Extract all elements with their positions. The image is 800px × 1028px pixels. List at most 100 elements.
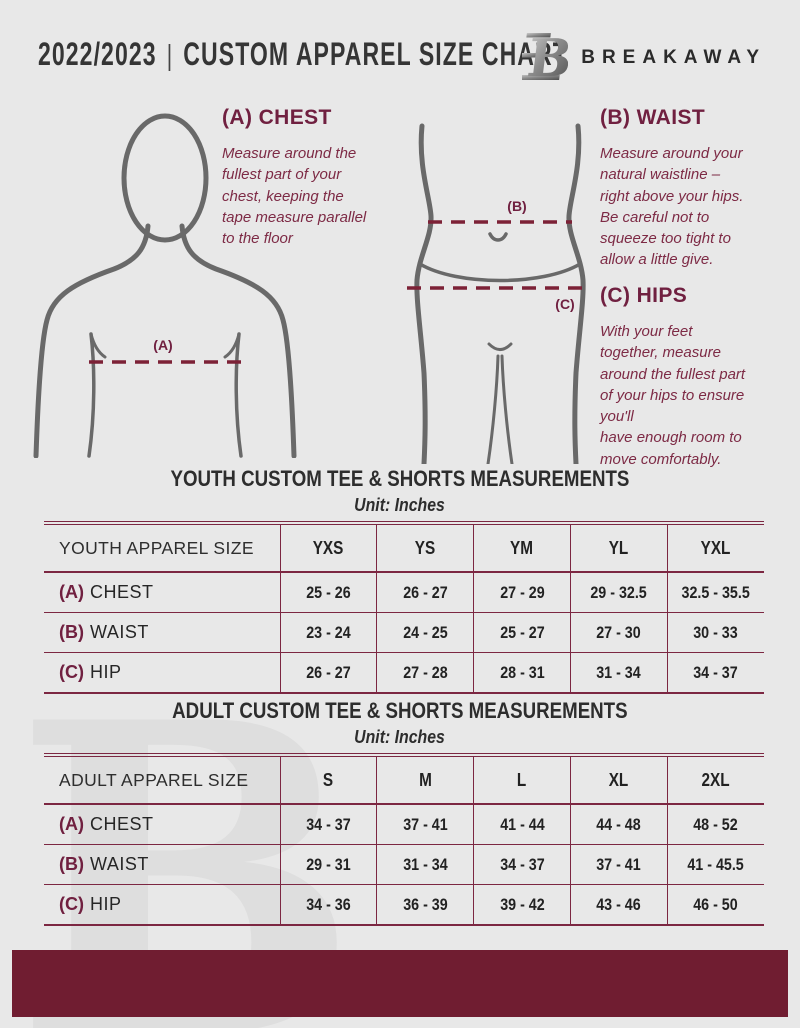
left-inner-arm-line bbox=[87, 332, 96, 458]
measurement-cell: 41 - 44 bbox=[473, 804, 571, 845]
measurement-cell: 32.5 - 35.5 bbox=[666, 572, 764, 613]
measurement-cell: 31 - 34 bbox=[569, 652, 668, 693]
row-label: (A) CHEST bbox=[44, 804, 280, 845]
measurement-cell: 27 - 28 bbox=[376, 652, 474, 693]
measurement-cell: 25 - 26 bbox=[279, 572, 377, 613]
youth-header-row: YOUTH APPAREL SIZE YXS YS YM YL YXL bbox=[44, 523, 764, 573]
youth-size-yxl: YXL bbox=[666, 523, 764, 573]
hips-instruction-heading: (C) HIPS bbox=[600, 284, 688, 307]
right-shoulder-arm-outline bbox=[179, 223, 297, 458]
left-shoulder-arm-outline bbox=[33, 223, 151, 458]
measurement-cell: 23 - 24 bbox=[279, 612, 377, 653]
measurement-cell: 34 - 36 bbox=[279, 884, 377, 925]
measurement-cell: 26 - 27 bbox=[279, 652, 377, 693]
measurement-cell: 37 - 41 bbox=[376, 804, 474, 845]
measurement-cell: 41 - 45.5 bbox=[666, 844, 764, 885]
chest-diagram-label: (A) bbox=[153, 337, 172, 353]
row-label: (B) WAIST bbox=[44, 612, 280, 653]
adult-size-s: S bbox=[279, 755, 377, 805]
measurement-cell: 44 - 48 bbox=[569, 804, 668, 845]
row-label: (A) CHEST bbox=[44, 572, 280, 613]
adult-size-header-cell: ADULT APPAREL SIZE bbox=[44, 755, 280, 805]
row-label: (C) HIP bbox=[59, 662, 122, 682]
hip-curve-line bbox=[418, 262, 582, 283]
adult-size-l: L bbox=[473, 755, 571, 805]
waist-instruction-block: (B) WAIST Measure around your natural wa… bbox=[600, 106, 790, 271]
measurement-cell: 31 - 34 bbox=[376, 844, 474, 885]
youth-size-header-cell: YOUTH APPAREL SIZE bbox=[44, 523, 280, 573]
measurement-cell: 29 - 31 bbox=[279, 844, 377, 885]
measurement-cell: 26 - 27 bbox=[376, 572, 474, 613]
measurement-cell: 37 - 41 bbox=[569, 844, 668, 885]
waist-instruction-heading: (B) WAIST bbox=[600, 106, 706, 129]
title-separator: | bbox=[166, 40, 174, 72]
brand-logo: B BREAKAWAY bbox=[522, 24, 766, 86]
measurement-cell: 46 - 50 bbox=[666, 884, 764, 925]
measurement-cell: 48 - 52 bbox=[666, 804, 764, 845]
adult-chest-row: (A) CHEST 34 - 37 37 - 41 41 - 44 44 - 48… bbox=[44, 804, 764, 845]
svg-text:B: B bbox=[524, 28, 568, 86]
adult-size-xl: XL bbox=[569, 755, 668, 805]
measurement-cell: 34 - 37 bbox=[279, 804, 377, 845]
youth-table-title: YOUTH CUSTOM TEE & SHORTS MEASUREMENTS bbox=[170, 466, 630, 491]
adult-table-unit: Unit: Inches bbox=[354, 727, 446, 747]
youth-size-ym: YM bbox=[473, 523, 571, 573]
crotch-curve bbox=[487, 342, 513, 351]
measurement-cell: 27 - 29 bbox=[473, 572, 571, 613]
chest-instruction-heading: (A) CHEST bbox=[222, 106, 332, 129]
youth-size-yxs: YXS bbox=[279, 523, 377, 573]
row-label: (C) HIP bbox=[59, 894, 122, 914]
chest-instruction-text: Measure around the fullest part of your … bbox=[222, 145, 367, 248]
measurement-cell: 30 - 33 bbox=[666, 612, 764, 653]
measurement-cell: 25 - 27 bbox=[473, 612, 571, 653]
right-inner-leg-line bbox=[500, 354, 514, 464]
adult-hip-row: (C) HIP 34 - 36 36 - 39 39 - 42 43 - 46 4… bbox=[44, 884, 764, 925]
adult-header-row: ADULT APPAREL SIZE S M L XL 2XL bbox=[44, 755, 764, 805]
adult-waist-row: (B) WAIST 29 - 31 31 - 34 34 - 37 37 - 41… bbox=[44, 844, 764, 885]
right-armpit-crease bbox=[223, 332, 241, 359]
youth-table-unit: Unit: Inches bbox=[354, 495, 446, 515]
head-outline bbox=[121, 113, 209, 243]
measurement-cell: 34 - 37 bbox=[473, 844, 571, 885]
left-waist-hip-leg-outline bbox=[414, 123, 434, 464]
measurement-cell: 43 - 46 bbox=[569, 884, 668, 925]
measurement-cell: 34 - 37 bbox=[666, 652, 764, 693]
row-label: (B) WAIST bbox=[44, 844, 280, 885]
measurement-cell: 39 - 42 bbox=[473, 884, 571, 925]
measurement-cell: 36 - 39 bbox=[376, 884, 474, 925]
title-text: CUSTOM APPAREL SIZE CHART bbox=[183, 36, 568, 72]
left-armpit-crease bbox=[89, 332, 107, 359]
adult-size-2xl: 2XL bbox=[666, 755, 764, 805]
measurement-cell: 28 - 31 bbox=[473, 652, 571, 693]
hips-instruction-text: With your feet together, measure around … bbox=[600, 323, 746, 468]
navel-mark bbox=[488, 232, 508, 242]
adult-table-title: ADULT CUSTOM TEE & SHORTS MEASUREMENTS bbox=[172, 698, 628, 723]
waist-diagram-label: (B) bbox=[507, 198, 526, 214]
measurement-cell: 24 - 25 bbox=[376, 612, 474, 653]
measurement-cell: 27 - 30 bbox=[569, 612, 668, 653]
hips-diagram-label: (C) bbox=[555, 296, 574, 312]
left-inner-leg-line bbox=[486, 354, 500, 464]
title-year: 2022/2023 bbox=[38, 36, 157, 72]
brand-name: BREAKAWAY bbox=[581, 47, 766, 68]
right-inner-arm-line bbox=[234, 332, 243, 458]
adult-size-m: M bbox=[376, 755, 474, 805]
youth-size-yl: YL bbox=[569, 523, 668, 573]
youth-chest-row: (A) CHEST 25 - 26 26 - 27 27 - 29 29 - 32… bbox=[44, 572, 764, 613]
hips-instruction-block: (C) HIPS With your feet together, measur… bbox=[600, 284, 796, 470]
page-title: 2022/2023 | CUSTOM APPAREL SIZE CHART bbox=[38, 36, 568, 73]
youth-size-ys: YS bbox=[376, 523, 474, 573]
lower-body-diagram: (B) (C) bbox=[407, 123, 591, 464]
right-waist-hip-leg-outline bbox=[566, 123, 586, 464]
breakaway-logo-icon: B bbox=[522, 28, 568, 86]
waist-instruction-text: Measure around your natural waistline – … bbox=[600, 145, 744, 269]
adult-size-table: ADULT APPAREL SIZE S M L XL 2XL (A) CHEST… bbox=[44, 753, 764, 926]
youth-hip-row: (C) HIP 26 - 27 27 - 28 28 - 31 31 - 34 3… bbox=[44, 652, 764, 693]
youth-waist-row: (B) WAIST 23 - 24 24 - 25 25 - 27 27 - 30… bbox=[44, 612, 764, 653]
measurement-cell: 29 - 32.5 bbox=[569, 572, 668, 613]
chest-instruction-block: (A) CHEST Measure around the fullest par… bbox=[222, 106, 407, 249]
torso-diagram: (A) bbox=[33, 113, 297, 458]
youth-size-table: YOUTH APPAREL SIZE YXS YS YM YL YXL (A) C… bbox=[44, 521, 764, 694]
footer-bar bbox=[12, 950, 788, 1017]
